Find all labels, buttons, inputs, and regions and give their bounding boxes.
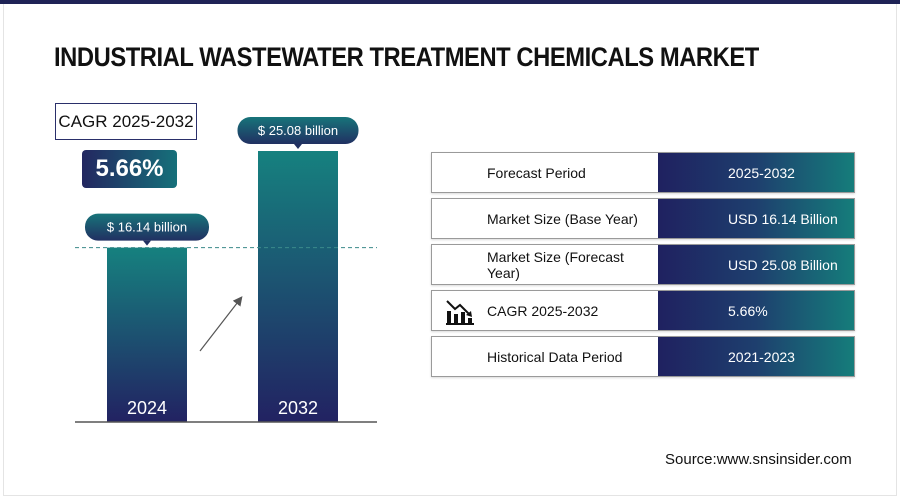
pill-pointer [294,144,302,149]
table-row: Market Size (Forecast Year) USD 25.08 Bi… [431,244,855,285]
table-row: Historical Data Period 2021-2023 [431,336,855,377]
frame [3,4,897,496]
row-value: 5.66% [658,291,854,330]
data-label-pill [85,213,209,241]
bar-2024 [107,247,187,422]
chart-decline-icon [446,300,474,325]
cagr-label: CAGR 2025-2032 [55,103,197,140]
row-value: USD 16.14 Billion [658,199,854,238]
top-bar [0,0,900,4]
growth-arrow-icon [199,296,243,352]
data-label: $ 25.08 billion [258,123,338,138]
summary-table: Forecast Period 2025-2032 Market Size (B… [431,152,855,382]
row-value: 2021-2023 [658,337,854,376]
row-label: Market Size (Forecast Year) [432,245,658,284]
data-label-pill [237,117,359,144]
data-label: $ 16.14 billion [107,220,187,235]
category-label: 2032 [278,398,318,418]
page-title: INDUSTRIAL WASTEWATER TREATMENT CHEMICAL… [54,42,759,72]
row-label: Historical Data Period [432,337,658,376]
row-label: Market Size (Base Year) [432,199,658,238]
table-row: Market Size (Base Year) USD 16.14 Billio… [431,198,855,239]
cagr-value: 5.66% [82,150,177,188]
pill-pointer [143,240,151,246]
table-row: CAGR 2025-2032 5.66% [431,290,855,331]
bar-2032 [258,151,338,422]
row-label: CAGR 2025-2032 [487,302,599,319]
row-label: Forecast Period [432,153,658,192]
source-text: Source:www.snsinsider.com [665,451,852,468]
row-value: USD 25.08 Billion [658,245,854,284]
category-label: 2024 [127,398,167,418]
table-row: Forecast Period 2025-2032 [431,152,855,193]
row-value: 2025-2032 [658,153,854,192]
